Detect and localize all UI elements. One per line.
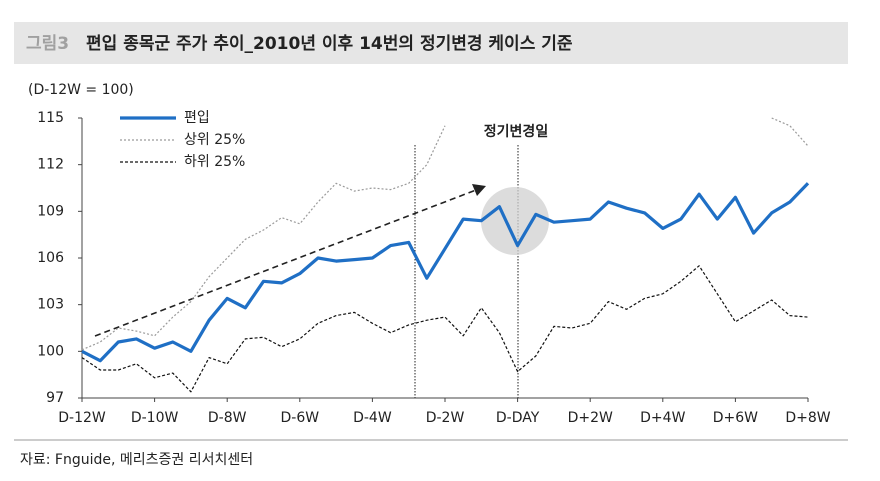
y-tick-label: 103 (37, 297, 64, 313)
y-tick-label: 106 (37, 250, 64, 266)
y-unit-label: (D-12W = 100) (28, 82, 134, 98)
x-tick-label: D-12W (58, 410, 106, 426)
legend-label: 편입 (184, 110, 210, 126)
series-line (81, 182, 810, 363)
source: 자료: Fnguide, 메리츠증권 리서치센터 (20, 452, 253, 468)
event-label: 정기변경일 (484, 123, 548, 140)
x-tick-label: D+4W (640, 410, 685, 426)
header-bar (14, 22, 848, 64)
figure-label: 그림3 (26, 34, 69, 54)
x-tick-label: D+2W (568, 410, 613, 426)
x-tick-label: D-2W (426, 410, 465, 426)
y-tick-label: 109 (37, 203, 64, 219)
trend-arrow-head (472, 184, 486, 196)
x-tick-label: D-4W (353, 410, 392, 426)
y-tick-label: 97 (46, 390, 64, 406)
x-tick-label: D-6W (281, 410, 320, 426)
x-tick-label: D-DAY (496, 410, 540, 426)
y-tick-label: 115 (37, 110, 64, 126)
series-line (81, 265, 809, 393)
legend-label: 하위 25% (184, 154, 245, 170)
x-tick-label: D+6W (713, 410, 758, 426)
y-tick-label: 100 (37, 343, 64, 359)
highlight-circle (481, 187, 549, 255)
legend-label: 상위 25% (184, 132, 245, 148)
x-tick-label: D-8W (208, 410, 247, 426)
y-tick-label: 112 (37, 157, 64, 173)
series-line (81, 117, 809, 351)
chart-title: 편입 종목군 주가 추이_2010년 이후 14번의 정기변경 케이스 기준 (86, 33, 573, 54)
trend-arrow (94, 189, 477, 337)
x-tick-label: D+8W (785, 410, 830, 426)
x-tick-label: D-10W (131, 410, 179, 426)
